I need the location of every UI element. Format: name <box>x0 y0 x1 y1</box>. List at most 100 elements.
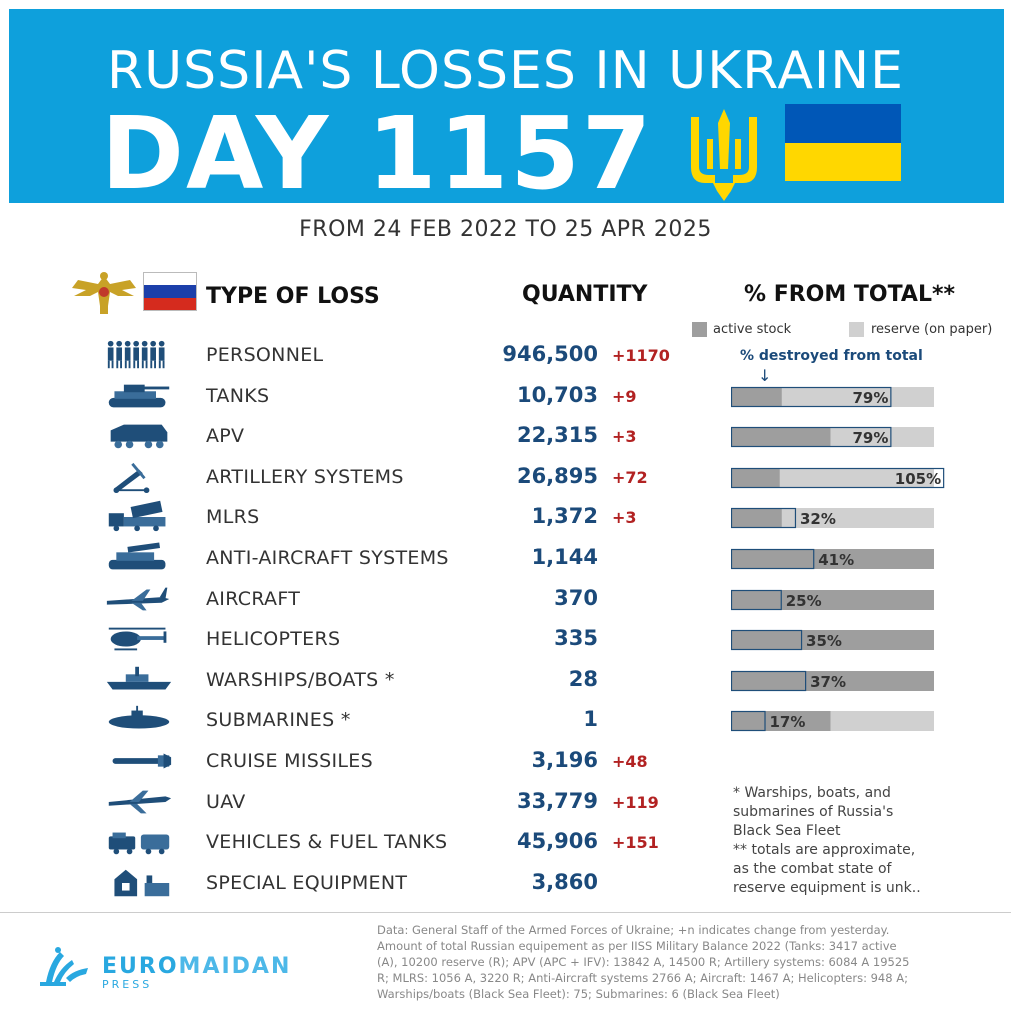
logo-name-euro: EURO <box>102 954 179 979</box>
percent-bar: 79% <box>731 386 934 407</box>
footnote: * Warships, boats, and submarines of Rus… <box>733 784 953 898</box>
bar-percent-label: 79% <box>852 429 888 447</box>
destroyed-annotation: % destroyed from total <box>740 348 923 364</box>
tank-icon <box>108 384 170 407</box>
row-label: ANTI-AIRCRAFT SYSTEMS <box>206 547 449 569</box>
row-delta: +1170 <box>612 346 670 365</box>
row-label: TANKS <box>206 384 270 407</box>
row-quantity: 3,860 <box>531 869 598 894</box>
bar-destroyed <box>731 386 892 407</box>
row-quantity: 3,196 <box>531 748 598 772</box>
percent-bar: 25% <box>731 589 934 610</box>
anti-aircraft-icon <box>108 542 166 570</box>
percent-bar: 37% <box>731 670 934 691</box>
trident-icon <box>691 109 757 201</box>
date-range: FROM 24 FEB 2022 TO 25 APR 2025 <box>299 217 712 242</box>
ukraine-flag <box>785 104 901 181</box>
vehicles-icon <box>108 832 170 855</box>
bar-destroyed <box>731 508 797 529</box>
legend-active-swatch <box>692 322 707 337</box>
helicopter-icon <box>108 627 167 651</box>
row-delta: +48 <box>612 752 648 771</box>
bar-destroyed <box>731 630 803 651</box>
footnote-line: as the combat state of <box>733 861 892 877</box>
row-label: MLRS <box>206 506 260 529</box>
row-quantity: 28 <box>568 666 598 691</box>
percent-bar: 35% <box>731 630 934 651</box>
bar-percent-label: 25% <box>786 592 822 610</box>
percent-bar: 41% <box>731 548 934 570</box>
header-type-of-loss: TYPE OF LOSS <box>206 284 380 309</box>
euromaidan-logo-icon <box>40 947 88 986</box>
soldiers-icon <box>107 340 165 369</box>
submarine-icon <box>108 706 170 729</box>
row-label: WARSHIPS/BOATS * <box>206 668 395 691</box>
missile-icon <box>112 753 172 769</box>
bar-percent-label: 41% <box>818 551 854 569</box>
row-delta: +3 <box>612 427 637 447</box>
logo-subtitle: PRESS <box>102 978 153 991</box>
down-arrow-icon: ↓ <box>758 366 772 385</box>
source-line: Data: General Staff of the Armed Forces … <box>377 923 890 937</box>
row-label: VEHICLES & FUEL TANKS <box>206 831 448 854</box>
bar-destroyed <box>731 589 782 610</box>
row-quantity: 335 <box>554 626 598 651</box>
warship-icon <box>106 666 172 690</box>
bar-active-stock <box>731 549 934 569</box>
data-source: Data: General Staff of the Armed Forces … <box>377 922 967 1002</box>
header-quantity: QUANTITY <box>522 282 648 307</box>
row-delta: +3 <box>612 508 637 528</box>
row-quantity: 10,703 <box>516 382 598 407</box>
footnote-line: reserve equipment is unk.. <box>733 880 921 896</box>
legend-reserve-swatch <box>849 322 864 337</box>
title-day: DAY 1157 <box>101 95 654 212</box>
row-delta: +9 <box>612 386 637 406</box>
logo-wordmark: EUROMAIDAN <box>102 954 291 979</box>
row-quantity: 22,315 <box>516 423 598 448</box>
source-line: Amount of total Russian equipement as pe… <box>377 939 897 953</box>
bar-destroyed <box>731 670 807 691</box>
bar-active-stock <box>731 467 780 488</box>
bar-destroyed <box>731 548 815 570</box>
special-equipment-icon <box>114 869 170 897</box>
row-label: SPECIAL EQUIPMENT <box>206 871 408 894</box>
row-delta: +72 <box>612 467 648 487</box>
row-quantity: 1 <box>583 707 598 732</box>
bar-active-stock <box>731 711 831 732</box>
russian-flag <box>143 272 197 311</box>
row-label: APV <box>206 425 245 448</box>
source-line: R; MLRS: 1056 A, 3220 R; Anti-Aircraft s… <box>377 971 908 985</box>
aircraft-icon <box>106 587 170 610</box>
percent-bar: 79% <box>731 427 934 448</box>
row-label: HELICOPTERS <box>206 628 341 651</box>
bar-destroyed <box>731 427 892 448</box>
row-quantity: 26,895 <box>516 463 598 488</box>
title-banner: RUSSIA'S LOSSES IN UKRAINE DAY 1157 <box>9 9 1004 212</box>
legend-reserve-label: reserve (on paper) <box>871 322 993 337</box>
footnote-line: * Warships, boats, and <box>733 785 891 801</box>
bar-percent-label: 35% <box>806 632 842 650</box>
row-quantity: 1,372 <box>531 504 598 529</box>
bar-total <box>731 467 934 488</box>
percent-bar: 17% <box>731 711 934 732</box>
uav-icon <box>108 790 172 813</box>
bar-active-stock <box>731 427 831 448</box>
row-quantity: 1,144 <box>531 545 598 569</box>
bar-destroyed <box>731 467 945 488</box>
row-label: CRUISE MISSILES <box>206 750 373 772</box>
apv-icon <box>110 424 168 449</box>
title-line-1: RUSSIA'S LOSSES IN UKRAINE <box>106 41 904 101</box>
header-percent: % FROM TOTAL** <box>744 282 955 307</box>
bar-percent-label: 105% <box>895 470 941 488</box>
legend-active-label: active stock <box>713 322 792 337</box>
row-label: PERSONNEL <box>206 344 324 366</box>
bar-percent-label: 79% <box>852 389 888 407</box>
footnote-line: ** totals are approximate, <box>733 842 916 858</box>
row-label: SUBMARINES * <box>206 709 351 732</box>
row-delta: +119 <box>612 792 659 812</box>
footnote-line: submarines of Russia's <box>733 804 894 820</box>
bar-active-stock <box>731 670 934 691</box>
bar-percent-label: 32% <box>800 510 836 528</box>
row-quantity: 370 <box>554 585 598 610</box>
row-label: AIRCRAFT <box>206 587 301 610</box>
